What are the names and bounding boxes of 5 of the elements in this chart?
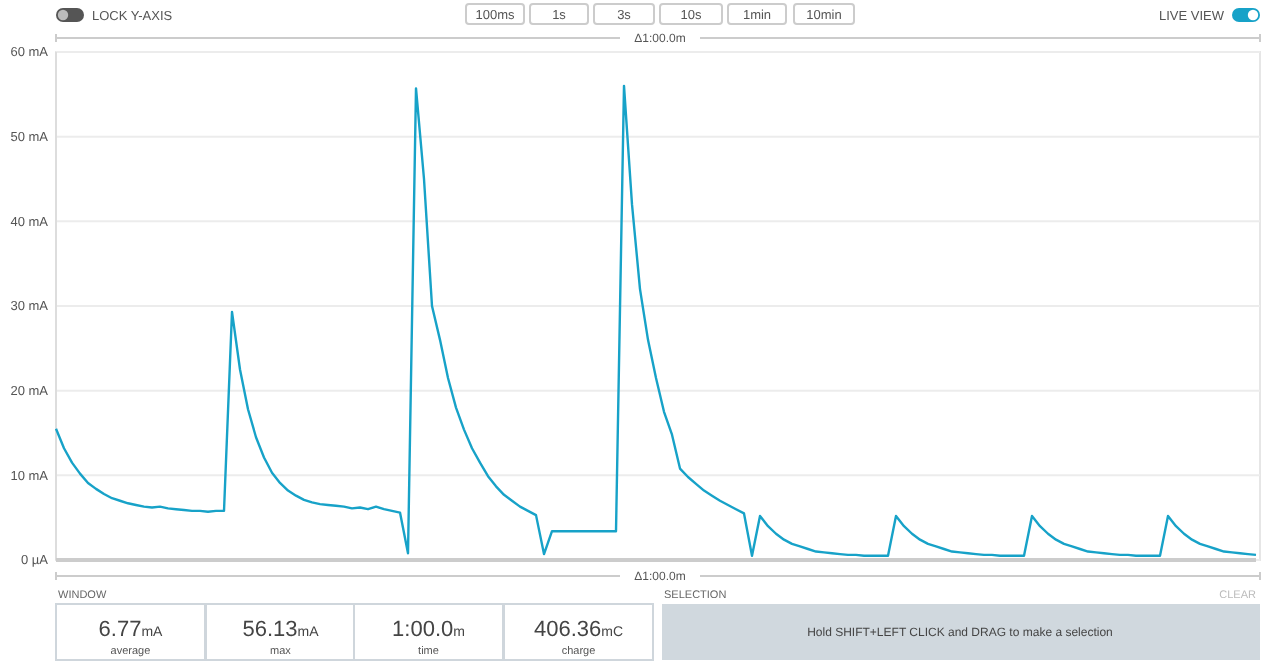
text: 6.77 [98, 618, 142, 642]
line-series [54, 84, 1258, 557]
text: 406.36 [533, 618, 602, 642]
text: 1:00.0 [392, 618, 454, 642]
text: 56.13 [242, 618, 298, 642]
